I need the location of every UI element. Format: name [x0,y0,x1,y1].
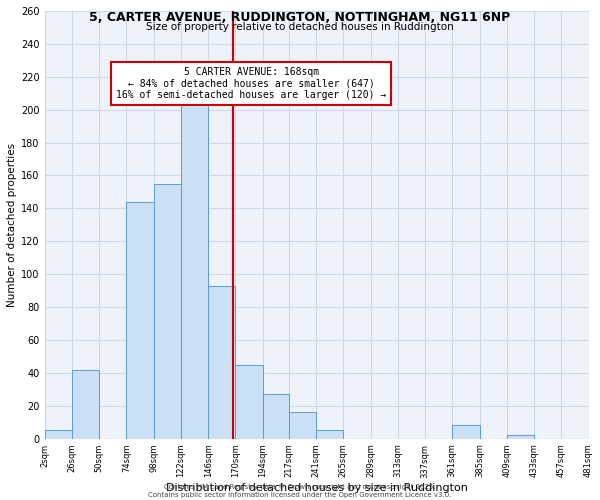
Bar [44,430,72,438]
X-axis label: Distribution of detached houses by size in Ruddington: Distribution of detached houses by size … [166,483,467,493]
Y-axis label: Number of detached properties: Number of detached properties [7,142,17,307]
Text: Size of property relative to detached houses in Ruddington: Size of property relative to detached ho… [146,22,454,32]
Bar [316,430,343,438]
Text: Contains HM Land Registry data © Crown copyright and database right 2025.
Contai: Contains HM Land Registry data © Crown c… [148,484,452,498]
Bar [235,364,263,438]
Bar [589,434,600,438]
Bar [452,426,479,438]
Bar [208,286,235,438]
Bar [181,88,208,438]
Bar [72,370,99,438]
Text: 5 CARTER AVENUE: 168sqm
← 84% of detached houses are smaller (647)
16% of semi-d: 5 CARTER AVENUE: 168sqm ← 84% of detache… [116,66,386,100]
Bar [289,412,316,438]
Bar [154,184,181,438]
Bar [507,436,534,438]
Bar [127,202,154,438]
Text: 5, CARTER AVENUE, RUDDINGTON, NOTTINGHAM, NG11 6NP: 5, CARTER AVENUE, RUDDINGTON, NOTTINGHAM… [89,11,511,24]
Bar [263,394,289,438]
